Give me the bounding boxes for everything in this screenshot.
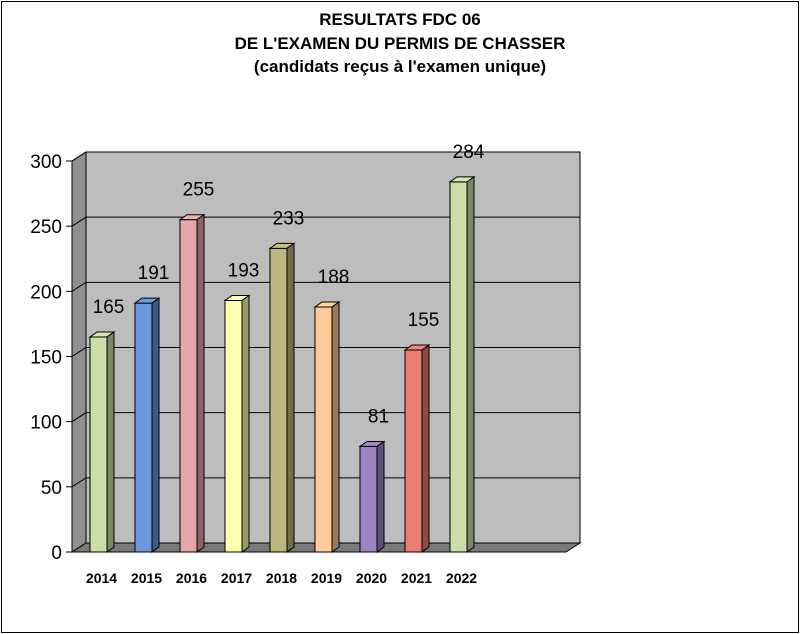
gridline: [71, 151, 580, 162]
bar: [179, 219, 198, 553]
x-tick-label: 2021: [401, 570, 432, 586]
bar-side: [196, 213, 205, 553]
x-tick-label: 2020: [356, 570, 387, 586]
data-label: 193: [228, 260, 260, 281]
bar-side: [331, 301, 340, 553]
y-tick-label: 200: [30, 282, 62, 303]
bar: [404, 349, 423, 553]
bar: [224, 299, 243, 553]
bar: [134, 302, 153, 553]
gridline: [71, 216, 580, 227]
chart-title-line-2: DE L'EXAMEN DU PERMIS DE CHASSER: [234, 34, 566, 53]
bar-side: [376, 440, 385, 553]
x-tick-label: 2016: [176, 570, 207, 586]
data-label: 155: [408, 310, 440, 331]
bar: [449, 181, 468, 553]
bar-side: [151, 297, 160, 553]
bar: [269, 247, 288, 553]
bar-side: [466, 175, 475, 553]
bar-side: [241, 294, 250, 553]
x-tick-label: 2022: [446, 570, 477, 586]
data-label: 191: [138, 263, 170, 284]
bar-side: [106, 331, 115, 553]
bar: [359, 445, 378, 553]
y-tick-label: 50: [41, 478, 62, 499]
y-tick-label: 0: [51, 543, 62, 564]
gridline: [71, 281, 580, 292]
data-label: 233: [273, 208, 305, 229]
data-label: 81: [368, 406, 389, 427]
y-tick-label: 300: [30, 152, 62, 173]
x-tick-label: 2018: [266, 570, 297, 586]
bar-side: [286, 242, 295, 553]
x-tick-label: 2014: [86, 570, 117, 586]
y-tick-label: 100: [30, 413, 62, 434]
y-tick-label: 250: [30, 217, 62, 238]
bar-side: [421, 344, 430, 553]
x-tick-label: 2017: [221, 570, 252, 586]
data-label: 284: [453, 142, 485, 163]
y-tick-label: 150: [30, 348, 62, 369]
x-tick-label: 2015: [131, 570, 162, 586]
chart-title-line-3: (candidats reçus à l'examen unique): [253, 57, 547, 76]
data-label: 255: [183, 180, 215, 201]
data-label: 165: [93, 297, 125, 318]
chart-title-line-1: RESULTATS FDC 06: [319, 10, 481, 29]
bar: [89, 336, 108, 553]
bar: [314, 306, 333, 553]
data-label: 188: [318, 267, 350, 288]
x-tick-label: 2019: [311, 570, 342, 586]
